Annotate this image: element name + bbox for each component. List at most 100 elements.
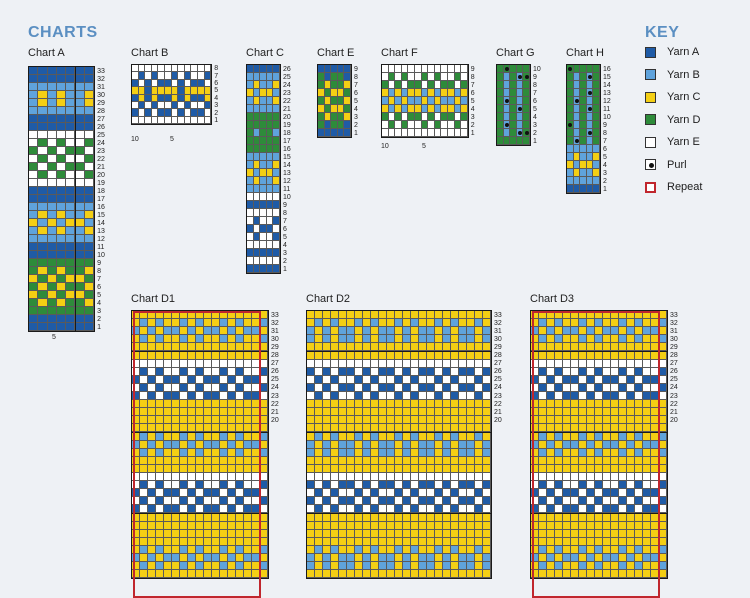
- chart-cell: [132, 473, 140, 482]
- chart-cell: [331, 375, 339, 384]
- chart-cell: [252, 400, 260, 409]
- row-number: 2: [283, 257, 287, 265]
- key-item-yarn-b: Yarn B: [645, 69, 700, 81]
- chart-cell: [165, 102, 172, 110]
- chart-cell: [84, 107, 95, 115]
- chart-cell: [379, 343, 387, 352]
- chart-cell: [132, 400, 140, 409]
- row-number: 8: [354, 73, 358, 81]
- chart-cell: [315, 521, 323, 530]
- chart-cell: [228, 489, 236, 498]
- chart-cell: [379, 440, 387, 449]
- chart-cell: [643, 473, 651, 482]
- chart-cell: [188, 432, 196, 441]
- chart-cell: [547, 375, 555, 384]
- chart-cell: [567, 137, 574, 145]
- chart-cell: [539, 319, 547, 328]
- chart-cell: [140, 367, 148, 376]
- chart-cell: [547, 424, 555, 433]
- chart-cell: [643, 367, 651, 376]
- chart-cell: [196, 383, 204, 392]
- chart-cell: [323, 383, 331, 392]
- chart-f-grid: [381, 64, 469, 138]
- chart-cell: [273, 177, 280, 185]
- chart-cell: [443, 311, 451, 320]
- chart-cell: [382, 89, 389, 97]
- chart-cell: [571, 408, 579, 417]
- chart-d2-label: Chart D2: [306, 293, 351, 305]
- chart-cell: [66, 203, 76, 211]
- chart-cell: [467, 562, 475, 571]
- chart-cell: [151, 72, 159, 80]
- column-number: 5: [170, 136, 174, 143]
- chart-cell: [172, 392, 180, 401]
- chart-cell: [171, 94, 179, 102]
- row-number: 26: [494, 368, 502, 376]
- chart-cell: [563, 335, 571, 344]
- chart-cell: [459, 464, 467, 473]
- chart-cell: [483, 343, 491, 352]
- row-number: 31: [670, 327, 678, 335]
- row-number: 31: [97, 83, 105, 91]
- chart-cell: [318, 81, 325, 89]
- chart-cell: [408, 121, 415, 129]
- chart-cell: [132, 311, 140, 320]
- chart-cell: [459, 440, 467, 449]
- chart-cell: [339, 545, 347, 554]
- chart-cell: [156, 513, 164, 522]
- row-number: 20: [670, 416, 678, 424]
- chart-cell: [228, 367, 236, 376]
- chart-cell: [145, 109, 152, 117]
- chart-cell: [388, 97, 396, 105]
- chart-cell: [403, 529, 411, 538]
- chart-cell: [411, 392, 419, 401]
- chart-cell: [483, 424, 491, 433]
- chart-cell: [539, 513, 547, 522]
- chart-cell: [318, 129, 325, 137]
- chart-cell: [339, 440, 347, 449]
- chart-cell: [75, 139, 85, 147]
- chart-cell: [619, 383, 627, 392]
- chart-cell: [188, 456, 196, 465]
- chart-cell: [382, 73, 389, 81]
- chart-cell: [531, 311, 539, 320]
- chart-cell: [547, 448, 555, 457]
- chart-cell: [547, 408, 555, 417]
- chart-cell: [347, 335, 355, 344]
- chart-cell: [387, 505, 395, 514]
- chart-cell: [164, 481, 172, 490]
- chart-cell: [75, 235, 85, 243]
- chart-cell: [571, 464, 579, 473]
- row-number: 25: [670, 376, 678, 384]
- chart-cell: [164, 464, 172, 473]
- row-number: 7: [603, 137, 607, 145]
- chart-cell: [563, 537, 571, 546]
- chart-cell: [323, 375, 331, 384]
- chart-cell: [180, 359, 188, 368]
- chart-cell: [427, 319, 435, 328]
- chart-cell: [260, 367, 268, 376]
- chart-cell: [459, 513, 467, 522]
- chart-cell: [140, 481, 148, 490]
- chart-cell: [266, 241, 274, 249]
- chart-cell: [29, 187, 39, 195]
- chart-cell: [635, 367, 643, 376]
- chart-cell: [140, 432, 148, 441]
- chart-cell: [236, 489, 244, 498]
- chart-a-grid: [28, 66, 96, 332]
- chart-cell: [347, 424, 355, 433]
- row-number: 2: [603, 177, 607, 185]
- chart-cell: [331, 489, 339, 498]
- chart-cell: [151, 65, 159, 73]
- chart-cell: [516, 137, 524, 145]
- chart-cell: [178, 94, 185, 102]
- chart-cell: [84, 67, 95, 75]
- row-number: 1: [97, 323, 101, 331]
- chart-cell: [443, 383, 451, 392]
- chart-cell: [467, 327, 475, 336]
- chart-cell: [363, 343, 371, 352]
- chart-cell: [273, 121, 280, 129]
- chart-cell: [571, 481, 579, 490]
- chart-cell: [236, 448, 244, 457]
- row-number: 26: [283, 65, 291, 73]
